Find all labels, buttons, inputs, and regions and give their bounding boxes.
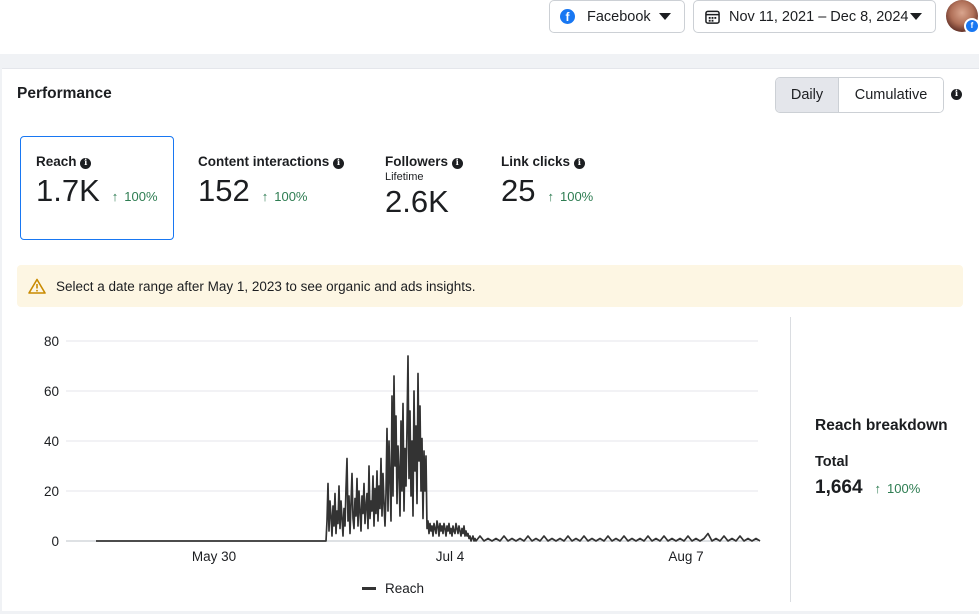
chart-legend[interactable]: Reach xyxy=(362,581,424,596)
reach-total-value: 1,664 xyxy=(815,477,863,498)
selected-metric-card[interactable] xyxy=(20,136,174,240)
facebook-badge-icon: f xyxy=(964,18,979,34)
metric-reach[interactable]: Reach i 1.7K ↑ 100% xyxy=(36,154,158,209)
legend-swatch xyxy=(362,587,376,590)
info-icon[interactable]: i xyxy=(951,89,962,100)
metric-change: ↑ 100% xyxy=(547,189,593,204)
metric-link-clicks[interactable]: Link clicks i 25 ↑ 100% xyxy=(501,154,593,209)
metric-value: 25 xyxy=(501,173,536,208)
metric-followers[interactable]: Followers i Lifetime 2.6K xyxy=(385,154,463,220)
view-toggle: Daily Cumulative xyxy=(775,77,944,113)
x-tick-label: May 30 xyxy=(192,549,236,564)
metric-value: 2.6K xyxy=(385,184,449,219)
platform-select[interactable]: f Facebook xyxy=(549,0,685,33)
metric-label: Content interactions xyxy=(198,154,330,169)
section-title: Performance xyxy=(17,85,112,102)
metric-value: 1.7K xyxy=(36,173,100,208)
metric-change: ↑ 100% xyxy=(112,189,158,204)
performance-panel: Performance Daily Cumulative i Reach i 1… xyxy=(2,68,979,611)
arrow-up-icon: ↑ xyxy=(547,189,554,204)
y-tick-label: 0 xyxy=(51,534,59,549)
arrow-up-icon: ↑ xyxy=(874,481,882,496)
warning-icon xyxy=(28,278,46,294)
reach-total-change: ↑ 100% xyxy=(875,481,921,496)
calendar-icon xyxy=(705,10,720,24)
chevron-down-icon xyxy=(659,13,671,20)
metric-change-value: 100% xyxy=(124,189,158,204)
chevron-down-icon xyxy=(910,13,922,20)
reach-breakdown-total-label: Total xyxy=(815,454,849,470)
info-icon[interactable]: i xyxy=(333,157,345,169)
y-tick-label: 60 xyxy=(44,384,59,399)
y-tick-label: 80 xyxy=(44,334,59,349)
info-icon[interactable]: i xyxy=(451,157,463,169)
top-bar: f Facebook Nov 11, 2021 – Dec 8, 2024 f xyxy=(0,0,979,54)
metric-sublabel: Lifetime xyxy=(385,171,424,183)
info-icon[interactable]: i xyxy=(80,157,92,169)
x-tick-label: Jul 4 xyxy=(436,549,465,564)
metric-change: ↑ 100% xyxy=(262,189,308,204)
series-line-reach xyxy=(96,355,761,542)
x-tick-label: Aug 7 xyxy=(668,549,703,564)
y-tick-label: 20 xyxy=(44,484,59,499)
date-range-notice: Select a date range after May 1, 2023 to… xyxy=(17,265,963,307)
metric-label: Link clicks xyxy=(501,154,571,169)
legend-label: Reach xyxy=(385,581,425,596)
platform-select-value: Facebook xyxy=(587,8,651,25)
y-tick-label: 40 xyxy=(44,434,59,449)
metric-label: Followers xyxy=(385,154,449,169)
cumulative-button[interactable]: Cumulative xyxy=(839,78,943,112)
metric-change-value: 100% xyxy=(559,189,594,204)
arrow-up-icon: ↑ xyxy=(261,189,269,204)
arrow-up-icon: ↑ xyxy=(111,189,119,204)
metric-value: 152 xyxy=(198,173,250,208)
date-range-select[interactable]: Nov 11, 2021 – Dec 8, 2024 xyxy=(693,0,936,33)
metric-label: Reach xyxy=(36,154,77,169)
avatar[interactable]: f xyxy=(946,0,979,34)
divider xyxy=(790,317,791,602)
reach-breakdown-total: 1,664 ↑ 100% xyxy=(815,477,920,499)
daily-button[interactable]: Daily xyxy=(776,78,839,112)
reach-chart[interactable]: 0 20 40 60 80 May 30 Jul 4 Aug 7 xyxy=(2,321,772,583)
reach-total-change-value: 100% xyxy=(887,481,921,496)
date-range-value: Nov 11, 2021 – Dec 8, 2024 xyxy=(729,8,909,25)
metric-change-value: 100% xyxy=(274,189,308,204)
reach-breakdown-title: Reach breakdown xyxy=(815,417,948,434)
metric-content-interactions[interactable]: Content interactions i 152 ↑ 100% xyxy=(198,154,345,209)
notice-text: Select a date range after May 1, 2023 to… xyxy=(56,278,476,294)
info-icon[interactable]: i xyxy=(573,157,585,169)
facebook-icon: f xyxy=(560,9,575,24)
